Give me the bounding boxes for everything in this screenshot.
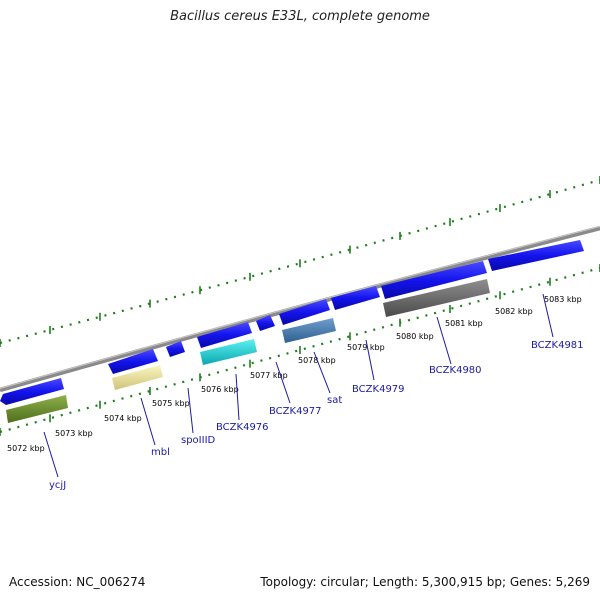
gene-label-BCZK4976[interactable]: BCZK4976 [216, 422, 269, 433]
cds-arrow[interactable] [279, 299, 330, 325]
kbp-label: 5081 kbp [445, 319, 483, 328]
cds-arrow[interactable] [108, 349, 158, 374]
genome-backbone-highlight [0, 226, 600, 389]
map-title: Bacillus cereus E33L, complete genome [170, 9, 430, 24]
feature-bar-mbl[interactable] [112, 365, 163, 390]
kbp-label: 5075 kbp [152, 399, 190, 408]
kbp-label: 5076 kbp [201, 385, 239, 394]
cds-arrow-row[interactable] [0, 240, 584, 405]
feature-bar-sat[interactable] [282, 318, 336, 343]
cds-arrow[interactable] [166, 341, 185, 357]
cds-arrow[interactable] [256, 315, 275, 331]
gene-labels[interactable]: ycjJ mbl spoIIID BCZK4976 BCZK4977 sat B… [49, 340, 584, 491]
cds-arrow[interactable] [331, 286, 380, 310]
gene-label-mbl[interactable]: mbl [151, 447, 170, 458]
cds-arrow[interactable] [381, 261, 487, 299]
kbp-label: 5073 kbp [55, 429, 93, 438]
cds-arrow[interactable] [0, 378, 64, 405]
kbp-label: 5074 kbp [104, 414, 142, 423]
gene-label-BCZK4980[interactable]: BCZK4980 [429, 365, 482, 376]
gene-label-ycjJ[interactable]: ycjJ [49, 480, 66, 491]
accession-text: Accession: NC_006274 [9, 575, 146, 589]
kbp-label: 5080 kbp [396, 332, 434, 341]
gene-label-BCZK4979[interactable]: BCZK4979 [352, 384, 405, 395]
feature-bar-ycjJ[interactable] [6, 395, 68, 423]
cds-arrow[interactable] [197, 322, 252, 348]
gene-label-sat[interactable]: sat [327, 395, 342, 406]
gene-leader-lines [43, 293, 554, 478]
outer-tick-ruler [0, 176, 600, 347]
kbp-label: 5072 kbp [7, 444, 45, 453]
gene-label-BCZK4981[interactable]: BCZK4981 [531, 340, 584, 351]
kbp-label: 5083 kbp [544, 295, 582, 304]
cds-arrow[interactable] [488, 240, 584, 271]
gene-label-spoIIID[interactable]: spoIIID [181, 435, 216, 446]
kbp-label: 5082 kbp [495, 307, 533, 316]
kbp-label: 5079 kbp [347, 343, 385, 352]
feature-bar-BCZK4980[interactable] [383, 279, 490, 317]
feature-bars[interactable] [6, 279, 490, 423]
topology-text: Topology: circular; Length: 5,300,915 bp… [260, 575, 590, 589]
gene-label-BCZK4977[interactable]: BCZK4977 [269, 406, 322, 417]
feature-bar-BCZK4976[interactable] [200, 339, 257, 365]
genome-backbone [0, 225, 600, 393]
inner-tick-ruler [0, 264, 600, 436]
kbp-label: 5077 kbp [250, 371, 288, 380]
